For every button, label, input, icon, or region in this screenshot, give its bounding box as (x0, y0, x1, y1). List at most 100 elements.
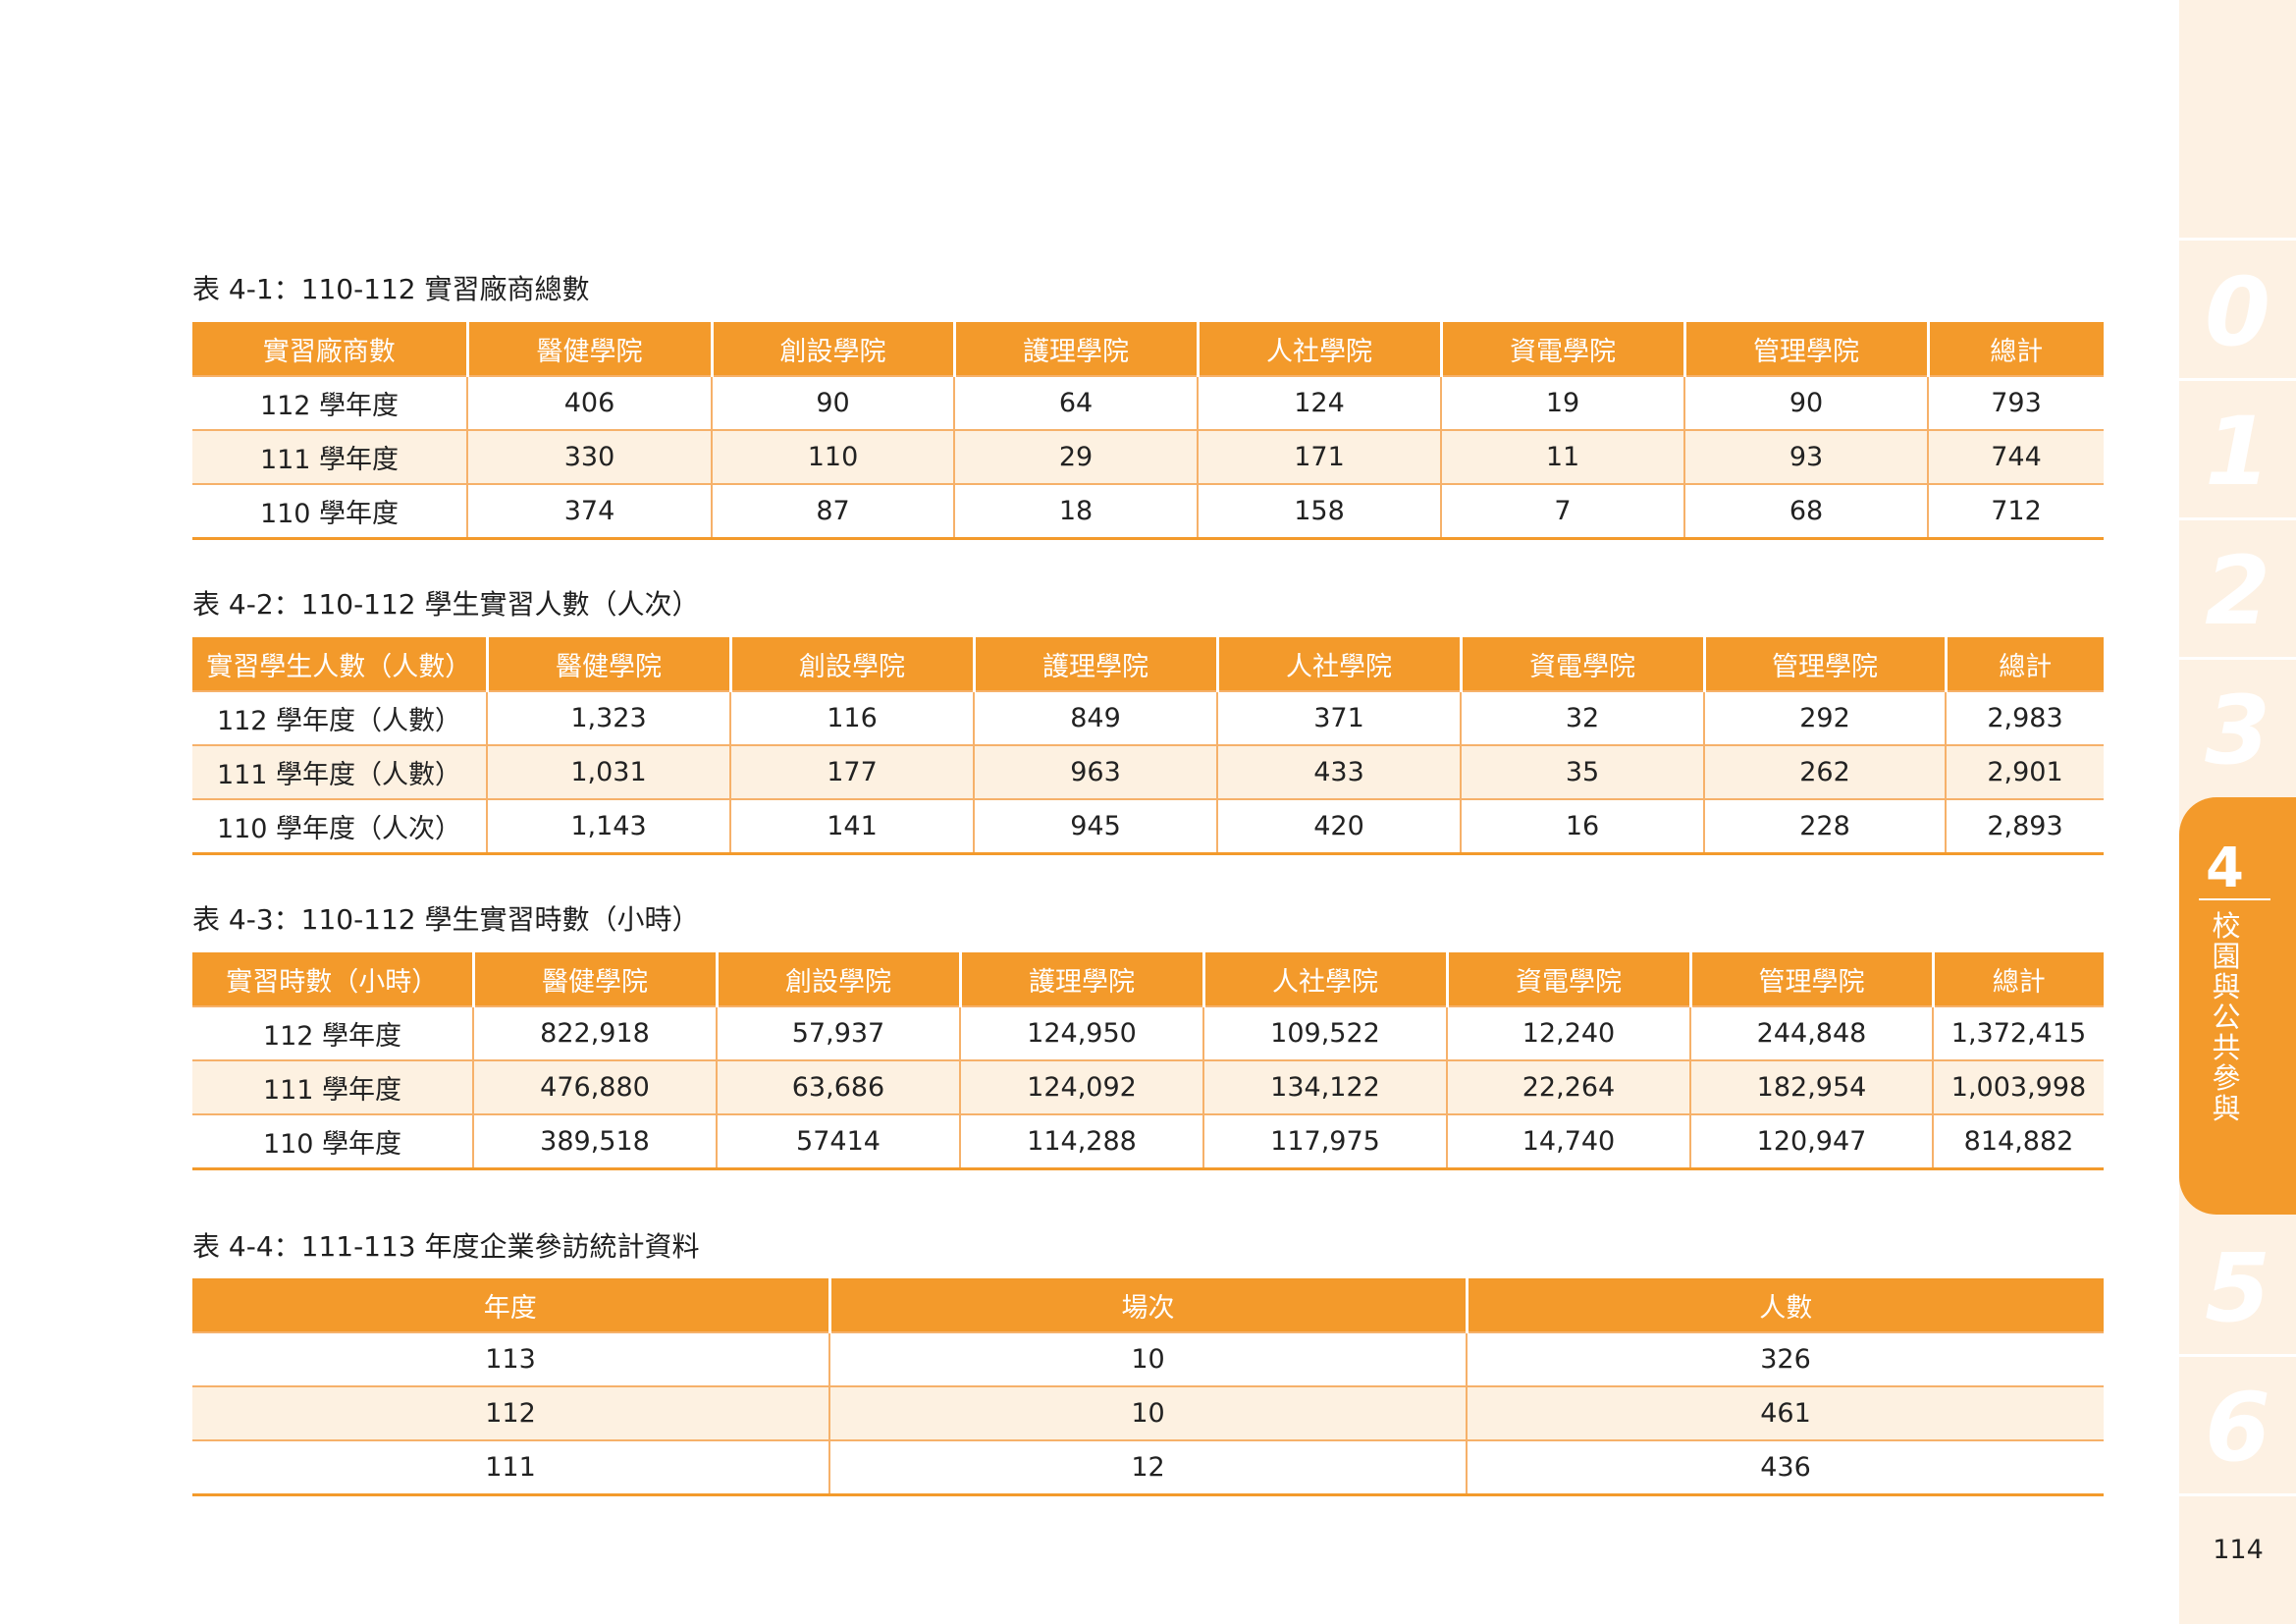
table-cell: 963 (974, 744, 1218, 799)
sidebar-divider (2179, 1493, 2296, 1496)
table-cell: 11 (1441, 429, 1685, 484)
header-cell: 醫健學院 (473, 952, 719, 1006)
table-cell: 110 (712, 429, 955, 484)
table-cell: 158 (1198, 483, 1442, 540)
active-chapter-number: 4 (2206, 837, 2244, 900)
table-cell: 110 學年度 (192, 1113, 474, 1170)
header-cell: 創設學院 (730, 637, 976, 691)
table-cell: 57414 (717, 1113, 961, 1170)
header-cell: 總計 (1933, 952, 2104, 1006)
table-cell: 2,983 (1946, 690, 2104, 745)
table-cell: 18 (954, 483, 1199, 540)
table-cell: 110 學年度 (192, 483, 468, 540)
table-cell: 476,880 (473, 1059, 718, 1114)
active-chapter-label: 校園與公共參與 (2212, 909, 2241, 1125)
table-cell: 228 (1704, 798, 1947, 855)
table-cell: 111 學年度（人數） (192, 744, 488, 799)
header-cell: 醫健學院 (467, 322, 714, 376)
page-number: 114 (2213, 1535, 2264, 1565)
table-cell: 371 (1217, 690, 1462, 745)
header-cell: 人社學院 (1217, 637, 1463, 691)
table-cell: 793 (1928, 375, 2104, 430)
table-cell: 116 (730, 690, 975, 745)
header-cell: 人數 (1467, 1278, 2104, 1332)
table-cell: 12,240 (1447, 1005, 1691, 1060)
table-cell: 1,143 (487, 798, 731, 855)
sidebar-divider (2179, 657, 2296, 660)
table-cell: 292 (1704, 690, 1947, 745)
table-header-row: 年度 場次 人數 (192, 1278, 2104, 1332)
sidebar-divider (2179, 1354, 2296, 1357)
table-cell: 109,522 (1203, 1005, 1448, 1060)
table-cell: 262 (1704, 744, 1947, 799)
table-header-row: 實習時數（小時） 醫健學院 創設學院 護理學院 人社學院 資電學院 管理學院 總… (192, 952, 2104, 1006)
table-cell: 114,288 (960, 1113, 1204, 1170)
header-cell: 資電學院 (1461, 637, 1706, 691)
chapter-tab-2[interactable]: 2 (2205, 536, 2270, 646)
table-cell: 326 (1467, 1331, 2104, 1386)
table-cell: 1,372,415 (1933, 1005, 2104, 1060)
table-cell: 68 (1684, 483, 1929, 540)
chapter-tab-6[interactable]: 6 (2205, 1373, 2270, 1483)
table-cell: 113 (192, 1331, 830, 1386)
chapter-tab-1[interactable]: 1 (2205, 397, 2270, 507)
table-cell: 112 (192, 1385, 830, 1440)
table-cell: 111 學年度 (192, 1059, 474, 1114)
table-cell: 111 學年度 (192, 429, 468, 484)
table-cell: 744 (1928, 429, 2104, 484)
table-row: 112 學年度 822,918 57,937 124,950 109,522 1… (192, 1005, 2104, 1060)
table-cell: 32 (1461, 690, 1705, 745)
table-cell: 87 (712, 483, 955, 540)
header-cell: 管理學院 (1704, 637, 1948, 691)
header-cell: 護理學院 (960, 952, 1205, 1006)
table-4-2: 實習學生人數（人數） 醫健學院 創設學院 護理學院 人社學院 資電學院 管理學院… (192, 637, 2104, 855)
table-cell: 112 學年度（人數） (192, 690, 488, 745)
table-cell: 461 (1467, 1385, 2104, 1440)
table-cell: 12 (829, 1439, 1468, 1496)
table-cell: 406 (467, 375, 713, 430)
header-cell: 總計 (1928, 322, 2104, 376)
table-row: 110 學年度（人次） 1,143 141 945 420 16 228 2,8… (192, 798, 2104, 855)
chapter-tab-0[interactable]: 0 (2205, 257, 2270, 367)
table-cell: 436 (1467, 1439, 2104, 1496)
table-cell: 29 (954, 429, 1199, 484)
chapter-tab-5[interactable]: 5 (2205, 1233, 2270, 1343)
table-cell: 14,740 (1447, 1113, 1691, 1170)
header-cell: 醫健學院 (487, 637, 732, 691)
table-cell: 2,901 (1946, 744, 2104, 799)
table-cell: 134,122 (1203, 1059, 1448, 1114)
chapter-tab-3[interactable]: 3 (2205, 676, 2270, 785)
table-cell: 112 學年度 (192, 375, 468, 430)
table-row: 110 學年度 374 87 18 158 7 68 712 (192, 483, 2104, 540)
table-cell: 117,975 (1203, 1113, 1448, 1170)
table-cell: 63,686 (717, 1059, 961, 1114)
table-4-1: 實習廠商數 醫健學院 創設學院 護理學院 人社學院 資電學院 管理學院 總計 1… (192, 322, 2104, 540)
sidebar-divider (2179, 378, 2296, 381)
table-cell: 64 (954, 375, 1199, 430)
table-cell: 10 (829, 1331, 1468, 1386)
table-cell: 1,003,998 (1933, 1059, 2104, 1114)
table-4-4: 年度 場次 人數 113 10 326 112 10 461 111 12 43… (192, 1278, 2104, 1496)
table-cell: 330 (467, 429, 713, 484)
table-cell: 389,518 (473, 1113, 718, 1170)
table-cell: 112 學年度 (192, 1005, 474, 1060)
header-cell: 人社學院 (1203, 952, 1449, 1006)
table-cell: 111 (192, 1439, 830, 1496)
header-cell: 資電學院 (1441, 322, 1686, 376)
header-cell: 實習時數（小時） (192, 952, 475, 1006)
sidebar-divider (2179, 238, 2296, 241)
chapter-tab-4-active[interactable] (2179, 797, 2296, 1215)
table-cell: 57,937 (717, 1005, 961, 1060)
table-cell: 124,092 (960, 1059, 1204, 1114)
header-cell: 實習廠商數 (192, 322, 469, 376)
table-cell: 7 (1441, 483, 1685, 540)
table-cell: 141 (730, 798, 975, 855)
table-row: 110 學年度 389,518 57414 114,288 117,975 14… (192, 1113, 2104, 1170)
table-cell: 19 (1441, 375, 1685, 430)
table-cell: 22,264 (1447, 1059, 1691, 1114)
table-cell: 177 (730, 744, 975, 799)
header-cell: 年度 (192, 1278, 831, 1332)
table-row: 111 學年度（人數） 1,031 177 963 433 35 262 2,9… (192, 744, 2104, 799)
table-cell: 35 (1461, 744, 1705, 799)
table-row: 111 學年度 476,880 63,686 124,092 134,122 2… (192, 1059, 2104, 1114)
